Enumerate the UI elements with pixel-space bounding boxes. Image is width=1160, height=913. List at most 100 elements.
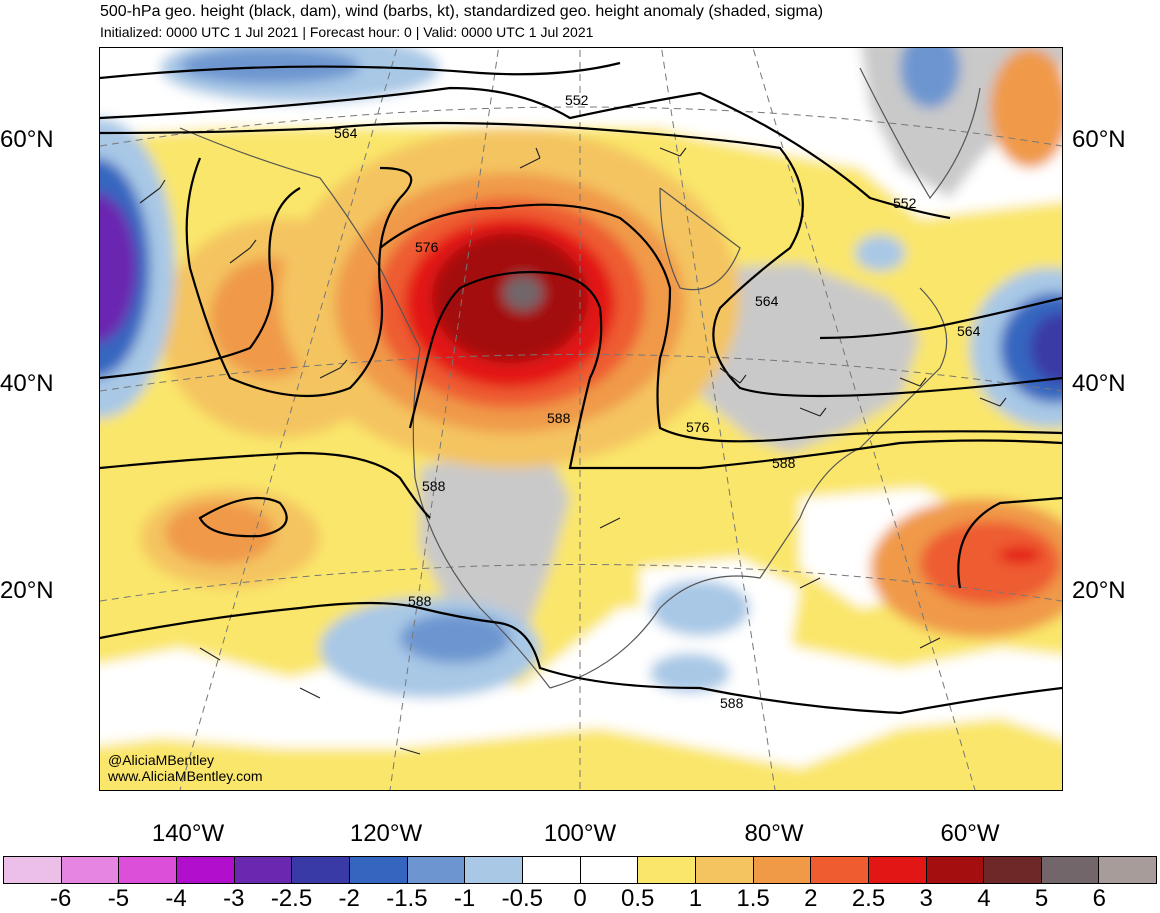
wind-barb xyxy=(399,747,421,755)
lon-label-140w: 140°W xyxy=(151,820,225,847)
colorbar-swatch xyxy=(1041,857,1100,883)
colorbar-label: 3 xyxy=(919,885,933,912)
colorbar-label: -1.5 xyxy=(386,885,428,912)
colorbar-label: 0 xyxy=(573,885,587,912)
colorbar-swatch xyxy=(1099,857,1157,883)
colorbar-swatch xyxy=(349,857,408,883)
lon-label-120w: 120°W xyxy=(349,820,423,847)
contour-label: 576 xyxy=(415,239,439,255)
anomaly-colorbar xyxy=(3,856,1157,884)
wind-barb xyxy=(659,147,687,157)
contour-label: 564 xyxy=(755,293,779,309)
colorbar-label: -6 xyxy=(50,885,72,912)
colorbar-label: 2.5 xyxy=(851,885,886,912)
colorbar-label: 6 xyxy=(1092,885,1106,912)
graticule xyxy=(100,48,1062,790)
contour-label: 588 xyxy=(720,695,744,711)
coastline-greenland xyxy=(859,67,981,200)
graticule-lat-20 xyxy=(100,564,1062,602)
contour-564-atlantic xyxy=(819,296,1062,340)
colorbar-swatch xyxy=(4,857,62,883)
colorbar-swatch xyxy=(234,857,293,883)
graticule-lat-60 xyxy=(100,106,1062,147)
contour-576 xyxy=(379,203,1062,443)
contour-552-north xyxy=(100,61,621,80)
anomaly-caribbean-blue-2 xyxy=(650,653,730,693)
coastline-gulf xyxy=(549,447,861,689)
contour-label: 576 xyxy=(686,419,710,435)
coastline-alaska xyxy=(179,127,421,349)
anomaly-map: 552 552 564 564 564 576 576 588 588 588 … xyxy=(100,48,1062,790)
colorbar-label: 1.5 xyxy=(736,885,770,912)
colorbar-swatch xyxy=(695,857,754,883)
contour-label: 564 xyxy=(957,323,981,339)
anomaly-arctic-blue-core xyxy=(180,48,360,84)
contour-588-subtropical-high xyxy=(198,496,288,538)
wind-barb xyxy=(139,179,166,204)
colorbar-swatch xyxy=(580,857,639,883)
anomaly-shading xyxy=(100,48,1062,790)
lon-label-80w: 80°W xyxy=(744,820,804,847)
colorbar-swatch xyxy=(868,857,927,883)
anomaly-pacific-trough-core xyxy=(100,193,137,343)
contour-588 xyxy=(408,270,1062,470)
wind-barb xyxy=(519,147,541,169)
colorbar-label: 1 xyxy=(688,885,703,912)
colorbar-label: 4 xyxy=(977,885,991,912)
contour-label: 588 xyxy=(547,410,571,426)
contour-label: 588 xyxy=(422,478,446,494)
anomaly-caribbean-blue xyxy=(650,580,750,636)
colorbar-swatch xyxy=(61,857,120,883)
contour-576-west xyxy=(100,187,301,380)
wind-barb xyxy=(299,687,321,699)
wind-barb xyxy=(599,517,621,529)
contour-564-west xyxy=(185,157,413,398)
wind-barb xyxy=(799,577,821,589)
anomaly-atlantic-core xyxy=(998,547,1042,563)
contour-588-atlantic-high xyxy=(957,496,1062,589)
graticule-lon-140 xyxy=(179,48,398,790)
lat-label-60n-right: 60°N xyxy=(1072,126,1126,153)
credit-handle: @AliciaMBentley xyxy=(108,752,215,768)
lon-label-100w: 100°W xyxy=(543,820,617,847)
colorbar-label: 5 xyxy=(1034,885,1049,912)
colorbar-swatch xyxy=(984,857,1042,883)
wind-barb xyxy=(719,367,747,384)
colorbar-label: 2 xyxy=(804,885,818,912)
lat-label-20n-right: 20°N xyxy=(1072,577,1126,604)
colorbar-swatch xyxy=(753,857,812,883)
wind-barb xyxy=(799,407,827,417)
lat-label-40n-left: 40°N xyxy=(0,370,54,397)
wind-barb xyxy=(919,637,941,649)
colorbar-swatch xyxy=(638,857,696,883)
contour-labels: 552 552 564 564 564 576 576 588 588 588 … xyxy=(334,92,981,711)
contour-label: 564 xyxy=(334,125,358,141)
colorbar-swatch xyxy=(407,857,466,883)
wind-barb xyxy=(979,397,1007,407)
coastline-east xyxy=(859,287,948,449)
anomaly-atlantic-red xyxy=(920,521,1060,605)
wind-barb xyxy=(899,377,927,387)
colorbar-swatch xyxy=(292,857,350,883)
graticule-lon-120 xyxy=(389,48,500,790)
colorbar-swatch xyxy=(119,857,177,883)
graticule-lon-80 xyxy=(661,48,776,790)
wind-barb xyxy=(319,359,348,379)
contour-588-south xyxy=(100,601,1062,715)
colorbar-label: -1 xyxy=(453,885,476,912)
credit-url: www.AliciaMBentley.com xyxy=(108,768,263,784)
wind-barb xyxy=(229,239,257,264)
contour-label: 552 xyxy=(893,195,917,211)
colorbar-swatch xyxy=(522,857,581,883)
lon-label-60w: 60°W xyxy=(940,820,1000,847)
map-panel[interactable]: 552 552 564 564 564 576 576 588 588 588 … xyxy=(99,47,1063,791)
colorbar-swatch xyxy=(811,857,869,883)
colorbar-label: -5 xyxy=(107,885,130,912)
colorbar-swatch xyxy=(926,857,985,883)
colorbar-label: -2.5 xyxy=(270,885,313,912)
colorbar-label: -4 xyxy=(165,885,187,912)
colorbar-swatch xyxy=(176,857,235,883)
contour-label: 588 xyxy=(772,455,796,471)
contour-label: 588 xyxy=(408,593,432,609)
wind-barbs xyxy=(139,147,1007,755)
